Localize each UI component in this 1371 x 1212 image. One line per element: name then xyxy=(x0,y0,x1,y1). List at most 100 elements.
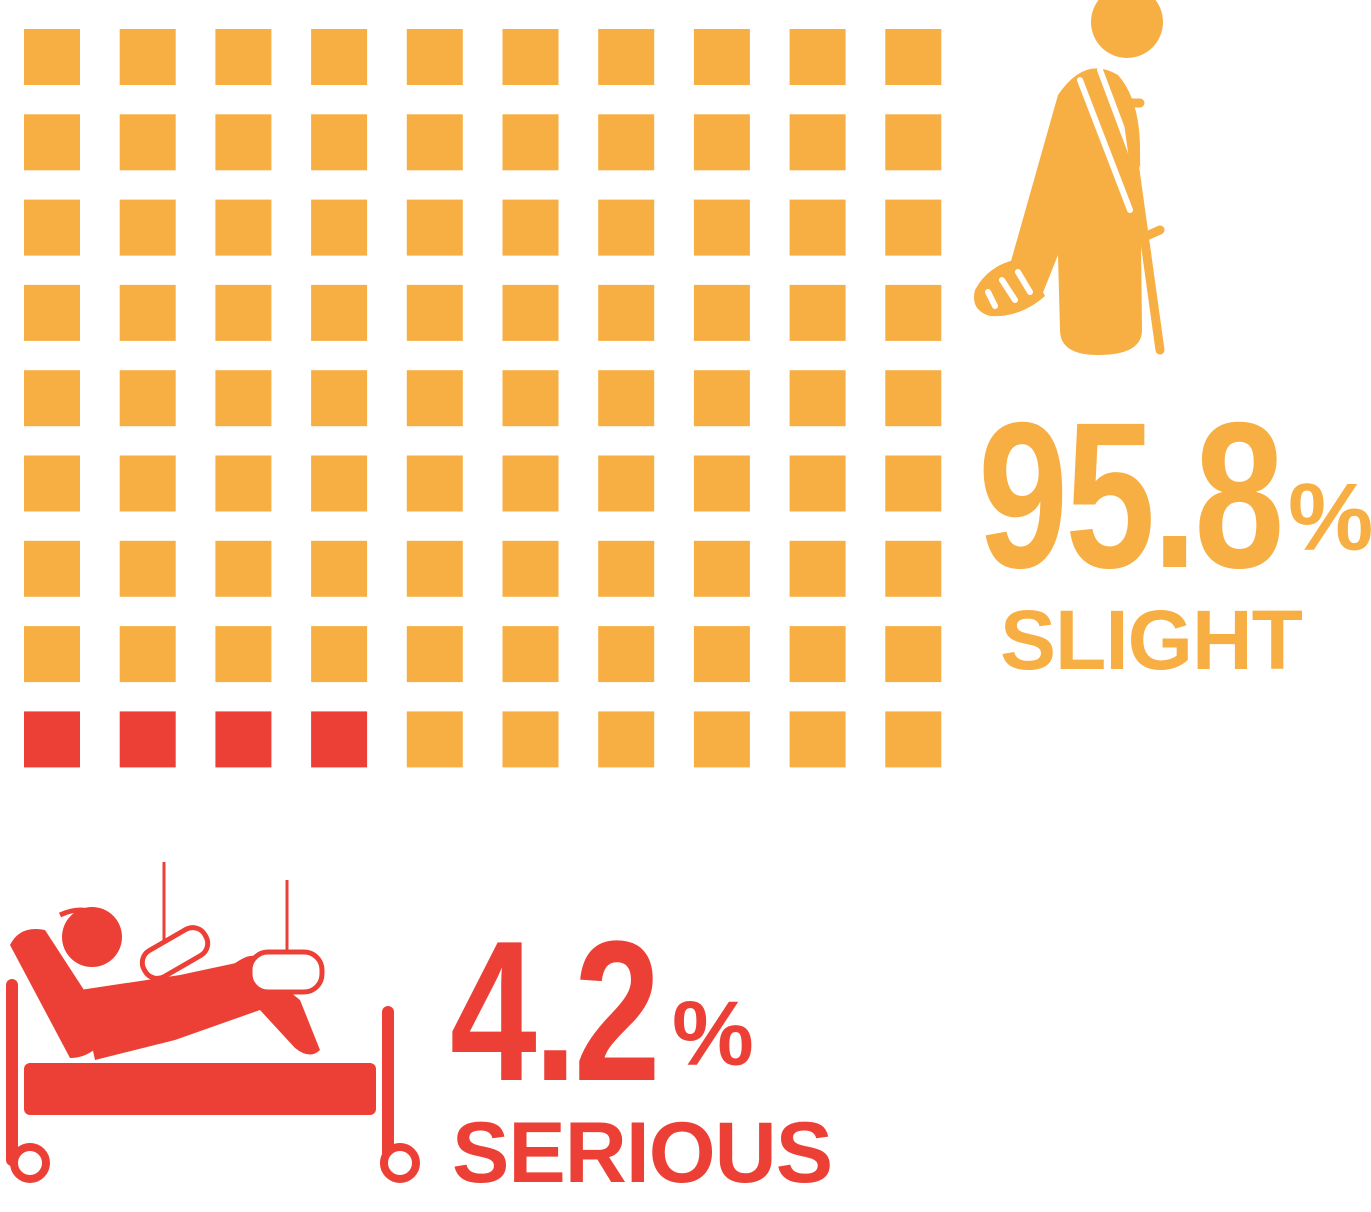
slight-label: SLIGHT xyxy=(1000,593,1303,687)
waffle-cell-slight xyxy=(598,626,655,683)
waffle-cell-slight xyxy=(693,370,750,427)
waffle-cell-slight xyxy=(789,455,846,512)
waffle-cell-slight xyxy=(24,199,80,256)
waffle-cell-slight xyxy=(598,370,655,427)
waffle-cell-slight xyxy=(789,284,846,341)
serious-percentage-value: 4.2 xyxy=(450,900,661,1123)
waffle-cell-slight xyxy=(502,711,559,768)
waffle-cell-slight xyxy=(406,370,463,427)
waffle-cell-slight xyxy=(406,114,463,171)
person-on-crutches-icon xyxy=(974,0,1165,356)
waffle-cell-slight xyxy=(598,284,655,341)
waffle-cell-slight xyxy=(885,199,942,256)
waffle-cell-slight xyxy=(598,114,655,171)
waffle-cell-slight xyxy=(119,370,176,427)
waffle-cell-slight xyxy=(693,455,750,512)
waffle-cell-slight xyxy=(789,199,846,256)
waffle-cell-slight xyxy=(598,540,655,597)
waffle-cell-slight xyxy=(24,114,80,171)
waffle-cell-slight xyxy=(885,540,942,597)
waffle-cell-slight xyxy=(311,284,368,341)
waffle-cell-slight xyxy=(693,626,750,683)
waffle-cell-slight xyxy=(119,626,176,683)
waffle-cell-slight xyxy=(693,29,750,85)
waffle-cell-slight xyxy=(215,540,272,597)
waffle-cell-slight xyxy=(502,370,559,427)
waffle-grid xyxy=(24,29,942,768)
waffle-cell-slight xyxy=(24,29,80,85)
waffle-cell-slight xyxy=(406,199,463,256)
waffle-cell-slight xyxy=(215,626,272,683)
waffle-cell-serious xyxy=(215,711,272,768)
waffle-cell-slight xyxy=(215,199,272,256)
waffle-cell-slight xyxy=(215,114,272,171)
waffle-cell-slight xyxy=(789,540,846,597)
waffle-cell-slight xyxy=(24,455,80,512)
waffle-cell-slight xyxy=(885,284,942,341)
waffle-cell-slight xyxy=(693,711,750,768)
waffle-cell-slight xyxy=(693,199,750,256)
waffle-cell-slight xyxy=(598,711,655,768)
waffle-cell-slight xyxy=(885,626,942,683)
waffle-cell-slight xyxy=(311,199,368,256)
waffle-cell-slight xyxy=(598,29,655,85)
waffle-cell-slight xyxy=(885,370,942,427)
waffle-cell-slight xyxy=(24,626,80,683)
waffle-cell-slight xyxy=(311,626,368,683)
waffle-cell-slight xyxy=(215,455,272,512)
waffle-cell-slight xyxy=(598,455,655,512)
waffle-cell-serious xyxy=(24,711,80,768)
waffle-cell-slight xyxy=(502,29,559,85)
waffle-cell-slight xyxy=(311,370,368,427)
slight-percentage-value: 95.8 xyxy=(978,380,1284,612)
waffle-cell-slight xyxy=(693,284,750,341)
serious-percentage: 4.2% xyxy=(450,900,754,1123)
waffle-cell-slight xyxy=(24,370,80,427)
waffle-cell-slight xyxy=(789,626,846,683)
waffle-cell-slight xyxy=(789,711,846,768)
waffle-cell-serious xyxy=(311,711,368,768)
patient-in-hospital-bed-icon xyxy=(6,862,420,1183)
waffle-cell-slight xyxy=(24,540,80,597)
serious-label: SERIOUS xyxy=(452,1105,833,1201)
waffle-cell-slight xyxy=(119,284,176,341)
waffle-cell-slight xyxy=(406,711,463,768)
waffle-cell-slight xyxy=(24,284,80,341)
waffle-cell-slight xyxy=(598,199,655,256)
waffle-cell-slight xyxy=(406,284,463,341)
slight-percent-sign: % xyxy=(1288,464,1371,571)
waffle-cell-slight xyxy=(502,199,559,256)
serious-percent-sign: % xyxy=(672,983,754,1085)
waffle-cell-slight xyxy=(885,114,942,171)
slight-percentage: 95.8% xyxy=(978,380,1371,612)
waffle-cell-slight xyxy=(789,114,846,171)
waffle-cell-slight xyxy=(119,199,176,256)
waffle-cell-slight xyxy=(885,29,942,85)
waffle-cell-slight xyxy=(789,29,846,85)
waffle-cell-slight xyxy=(502,284,559,341)
waffle-cell-serious xyxy=(119,711,176,768)
waffle-cell-slight xyxy=(502,626,559,683)
waffle-cell-slight xyxy=(502,114,559,171)
waffle-cell-slight xyxy=(311,114,368,171)
waffle-cell-slight xyxy=(406,455,463,512)
waffle-cell-slight xyxy=(502,540,559,597)
waffle-cell-slight xyxy=(311,29,368,85)
waffle-cell-slight xyxy=(311,540,368,597)
waffle-cell-slight xyxy=(119,114,176,171)
waffle-cell-slight xyxy=(885,455,942,512)
waffle-cell-slight xyxy=(406,626,463,683)
waffle-cell-slight xyxy=(406,540,463,597)
waffle-cell-slight xyxy=(693,114,750,171)
waffle-cell-slight xyxy=(885,711,942,768)
waffle-cell-slight xyxy=(311,455,368,512)
waffle-cell-slight xyxy=(693,540,750,597)
waffle-cell-slight xyxy=(789,370,846,427)
waffle-cell-slight xyxy=(119,29,176,85)
waffle-cell-slight xyxy=(119,540,176,597)
waffle-cell-slight xyxy=(119,455,176,512)
waffle-cell-slight xyxy=(406,29,463,85)
waffle-cell-slight xyxy=(502,455,559,512)
waffle-cell-slight xyxy=(215,284,272,341)
waffle-cell-slight xyxy=(215,29,272,85)
